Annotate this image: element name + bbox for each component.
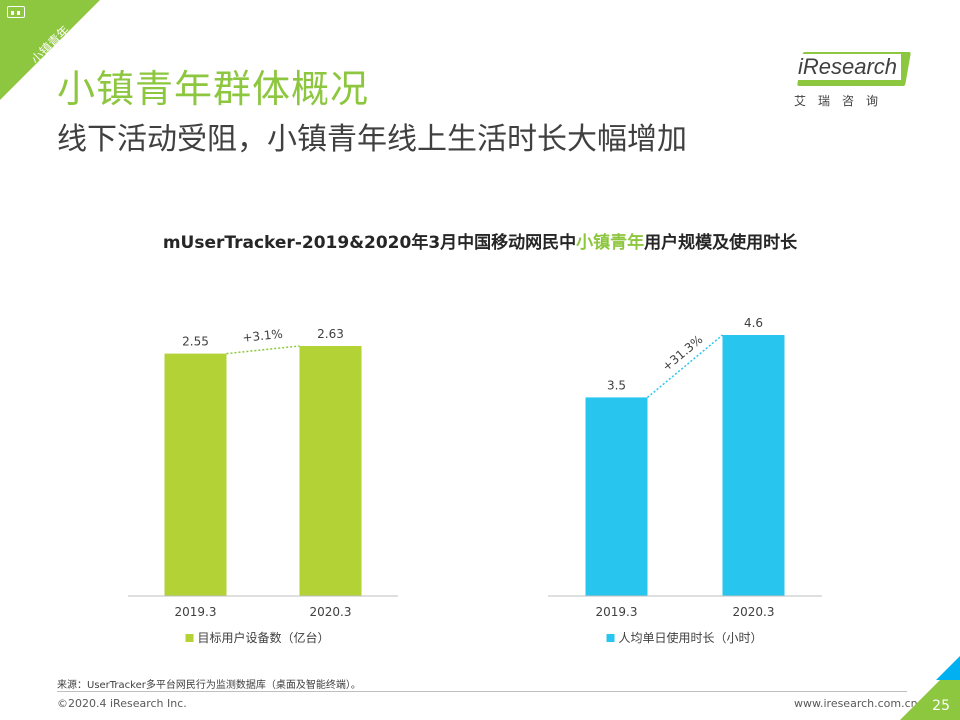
growth-label: +3.1% — [242, 327, 284, 345]
data-label-2020.3: 4.6 — [744, 316, 763, 330]
chart-title: mUserTracker-2019&2020年3月中国移动网民中小镇青年用户规模… — [0, 228, 960, 253]
bar-2020.3 — [722, 335, 785, 596]
data-label-2019.3: 3.5 — [607, 378, 626, 392]
house-icon — [7, 6, 25, 18]
website-link[interactable]: www.iresearch.com.cn — [794, 697, 918, 710]
page-corner-accent — [936, 656, 960, 680]
tick-label-2019.3: 2019.3 — [175, 605, 217, 619]
bar-2019.3 — [585, 397, 648, 596]
page-subtitle: 线下活动受阻，小镇青年线上生活时长大幅增加 — [57, 122, 687, 157]
legend-entry: 目标用户设备数（亿台） — [198, 630, 330, 645]
tick-label-2020.3: 2020.3 — [733, 605, 775, 619]
data-label-2020.3: 2.63 — [317, 327, 344, 341]
legend-entry: 人均单日使用时长（小时） — [619, 630, 763, 645]
iresearch-logo-icon: iResearch 艾瑞咨询 — [794, 52, 914, 112]
tick-label-2020.3: 2020.3 — [310, 605, 352, 619]
chart-title-suffix: 用户规模及使用时长 — [644, 233, 798, 253]
data-label-2019.3: 2.55 — [182, 335, 209, 349]
growth-trend-line — [226, 345, 300, 355]
legend-swatch — [185, 634, 194, 642]
page-title: 小镇青年群体概况 — [57, 67, 370, 111]
page-number: 25 — [932, 698, 950, 714]
footer-divider — [57, 691, 907, 692]
tick-label-2019.3: 2019.3 — [596, 605, 638, 619]
legend-swatch — [606, 634, 615, 642]
source-note: 来源：UserTracker多平台网民行为监测数据库（桌面及智能终端）。 — [57, 680, 361, 691]
chart-title-highlight: 小镇青年 — [576, 233, 645, 253]
bar-2019.3 — [164, 353, 227, 596]
growth-trend-line — [647, 334, 723, 398]
corner-ribbon — [0, 0, 100, 100]
chart-title-prefix: mUserTracker-2019&2020年3月中国移动网民中 — [162, 233, 577, 253]
logo-brand-cn: 艾瑞咨询 — [794, 94, 891, 108]
logo-brand: iResearch — [796, 54, 902, 80]
bar-2020.3 — [299, 346, 362, 596]
copyright: ©2020.4 iResearch Inc. — [57, 697, 187, 710]
